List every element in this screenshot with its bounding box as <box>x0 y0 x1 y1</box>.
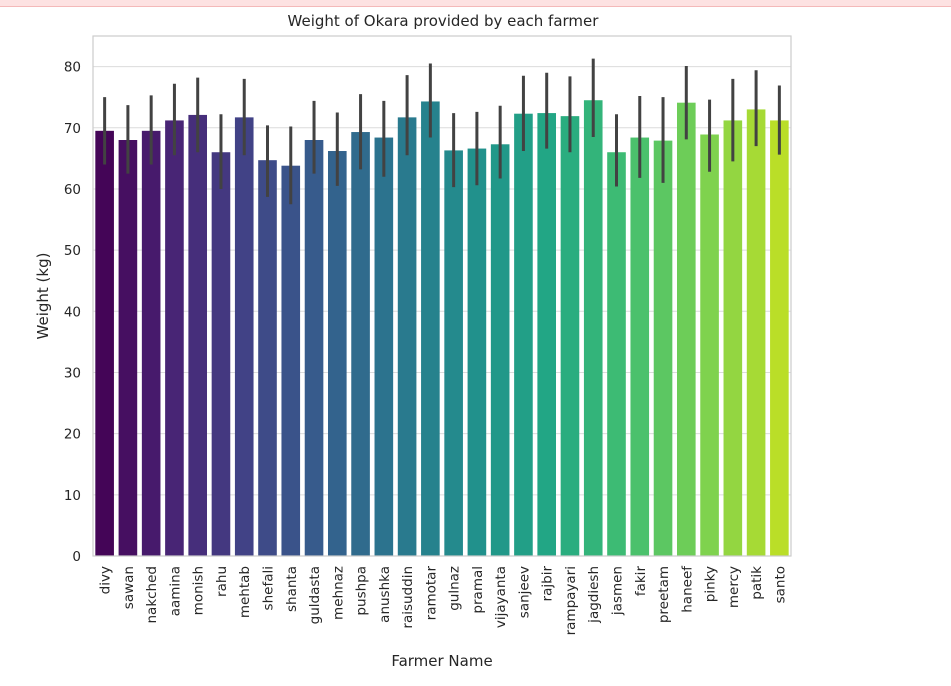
x-tick-label: pramal <box>470 566 486 614</box>
x-tick-label: mercy <box>726 566 742 608</box>
x-tick-labels: divy sawan nakched aamina monish rahu mehtab sh… <box>98 565 789 636</box>
x-tick-label: mehnaz <box>330 566 346 620</box>
x-tick-label: haneef <box>679 565 695 613</box>
y-tick-labels: 0 10 20 30 40 50 60 70 80 <box>64 60 81 565</box>
bar-fakir <box>630 137 650 556</box>
bar-pushpa <box>351 132 370 556</box>
bars <box>95 100 789 557</box>
x-tick-label: aamina <box>167 566 183 616</box>
bar-ramotar <box>421 101 440 556</box>
x-tick-label: vijayanta <box>493 566 509 628</box>
x-tick-label: mehtab <box>237 566 253 618</box>
bar-sawan <box>118 140 138 556</box>
x-tick-label: sanjeev <box>516 566 532 618</box>
bar-rampayari <box>560 116 580 556</box>
bar-nakched <box>141 130 161 556</box>
y-tick-label: 50 <box>64 243 81 259</box>
y-tick-label: 70 <box>64 121 81 137</box>
plot-frame <box>92 35 792 557</box>
bar-haneef <box>676 102 696 557</box>
x-tick-label: jasmen <box>610 566 626 616</box>
bar-monish <box>188 114 208 556</box>
y-tick-label: 0 <box>72 549 81 565</box>
x-tick-label: rahu <box>214 566 230 597</box>
bar-sanjeev <box>514 113 533 556</box>
bar-raisuddin <box>397 117 417 556</box>
x-tick-label: nakched <box>144 566 160 624</box>
bar-aamina <box>165 120 184 557</box>
bar-vijayanta <box>490 144 510 556</box>
y-tick-label: 20 <box>64 427 81 443</box>
x-tick-label: fakir <box>633 566 649 597</box>
x-tick-label: pinky <box>703 566 719 602</box>
x-tick-label: shefali <box>261 566 277 610</box>
bar-santo <box>770 120 789 557</box>
y-tick-label: 40 <box>64 304 81 320</box>
x-tick-label: gulnaz <box>447 566 463 611</box>
bar-rahu <box>211 152 231 556</box>
bar-gulnaz <box>444 150 463 556</box>
x-tick-label: patik <box>749 566 765 600</box>
y-tick-label: 30 <box>64 365 81 381</box>
x-tick-label: jagdiesh <box>586 566 602 624</box>
x-tick-label: rajbir <box>540 566 556 602</box>
x-tick-label: preetam <box>656 566 672 623</box>
bar-preetam <box>653 140 673 557</box>
x-tick-label: shanta <box>284 566 300 612</box>
bar-shefali <box>258 160 277 556</box>
bar-pramal <box>467 148 487 557</box>
x-tick-label: anushka <box>377 566 393 623</box>
x-tick-label: raisuddin <box>400 566 416 629</box>
bar-guldasta <box>304 140 324 556</box>
bar-jagdiesh <box>583 100 603 556</box>
bar-pinky <box>700 134 719 556</box>
bar-patik <box>746 109 766 556</box>
y-axis-label: Weight (kg) <box>34 253 52 340</box>
x-axis-label: Farmer Name <box>391 652 492 670</box>
bar-mercy <box>723 120 743 557</box>
x-tick-label: pushpa <box>354 566 370 616</box>
x-tick-label: guldasta <box>307 566 323 624</box>
x-tick-label: ramotar <box>423 566 439 621</box>
x-tick-label: monish <box>191 566 207 615</box>
bar-shanta <box>281 165 301 556</box>
x-tick-label: santo <box>772 566 788 603</box>
y-tick-label: 80 <box>64 60 81 76</box>
chart-title: Weight of Okara provided by each farmer <box>288 12 600 30</box>
bar-rajbir <box>537 113 557 557</box>
top-strip <box>0 0 951 6</box>
bar-divy <box>95 130 114 556</box>
y-tick-label: 60 <box>64 182 81 198</box>
bar-mehnaz <box>327 151 347 556</box>
y-tick-label: 10 <box>64 488 81 504</box>
error-bars <box>103 58 781 205</box>
x-tick-label: rampayari <box>563 566 579 635</box>
x-tick-label: sawan <box>121 566 137 609</box>
x-tick-label: divy <box>98 566 114 594</box>
bar-jasmen <box>607 152 626 556</box>
bar-mehtab <box>234 117 254 556</box>
bar-anushka <box>374 137 394 556</box>
top-strip-line <box>0 6 951 7</box>
